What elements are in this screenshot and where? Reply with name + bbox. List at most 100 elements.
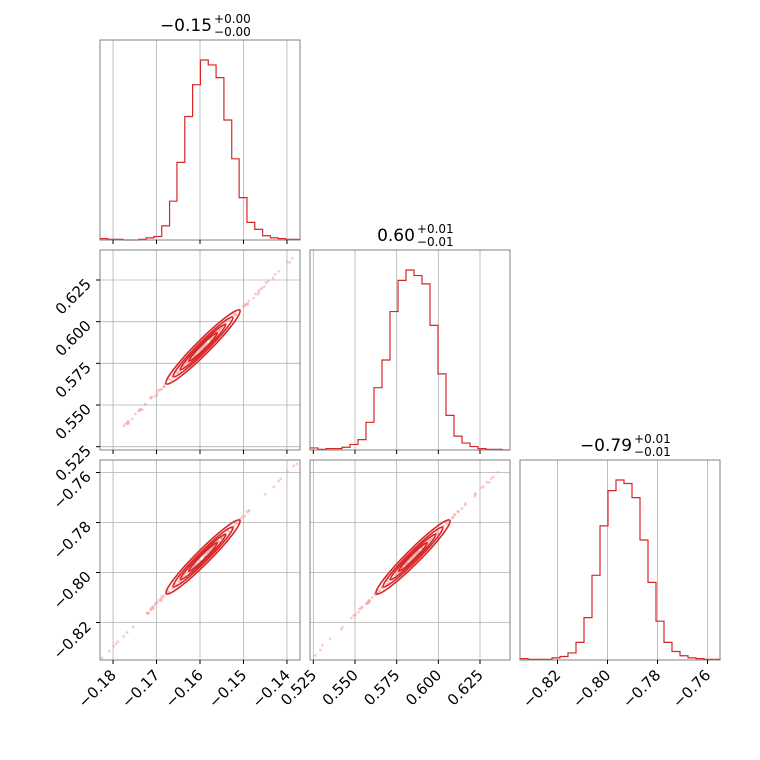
sample-point xyxy=(320,643,324,647)
sample-point xyxy=(138,408,142,412)
sample-point xyxy=(114,642,118,646)
density-contour xyxy=(397,541,429,573)
sample-point xyxy=(247,509,251,512)
density-contour xyxy=(375,519,451,595)
sample-point xyxy=(149,395,153,399)
sample-point xyxy=(159,598,163,602)
density-contour xyxy=(172,316,234,378)
sample-point xyxy=(489,477,493,481)
sample-point xyxy=(257,291,261,294)
sample-point xyxy=(272,485,276,489)
sample-point xyxy=(182,364,186,368)
sample-point xyxy=(285,260,289,264)
sample-point xyxy=(279,477,283,481)
x-tick-label: 0.625 xyxy=(444,666,487,709)
sample-point xyxy=(155,393,159,397)
sample-point xyxy=(262,285,266,288)
y-tick-label: 0.625 xyxy=(52,275,95,318)
sample-point xyxy=(277,479,280,483)
sample-point xyxy=(452,513,456,517)
sample-point xyxy=(463,503,467,507)
x-tick-label: −0.15 xyxy=(205,666,250,711)
y-tick-label: 0.600 xyxy=(52,317,95,360)
sample-point xyxy=(428,538,431,542)
sample-point xyxy=(173,583,177,586)
sample-point xyxy=(364,602,368,606)
sample-point xyxy=(358,607,362,611)
sample-point xyxy=(245,302,249,306)
panel-title-minus: −0.01 xyxy=(634,445,671,459)
sample-point xyxy=(176,370,179,374)
sample-point xyxy=(404,562,407,566)
sample-point xyxy=(263,493,267,496)
sample-point xyxy=(160,387,164,391)
sample-point xyxy=(430,536,434,540)
sample-point xyxy=(134,412,137,416)
sample-point xyxy=(155,601,159,604)
sample-point xyxy=(277,269,281,273)
density-contour xyxy=(382,526,444,588)
sample-point xyxy=(367,598,371,602)
x-tick-label: −0.78 xyxy=(619,666,664,711)
sample-point xyxy=(456,509,460,513)
x-tick-label: −0.17 xyxy=(118,666,163,711)
sample-point xyxy=(170,378,174,382)
sample-point xyxy=(260,286,264,290)
sample-point xyxy=(125,631,129,635)
density-contour xyxy=(389,533,437,581)
sample-point xyxy=(416,551,419,554)
panel-title-minus: −0.01 xyxy=(417,235,454,249)
sample-point xyxy=(328,637,332,641)
sample-point xyxy=(153,603,157,607)
sample-point xyxy=(487,480,491,484)
sample-point xyxy=(339,627,343,631)
sample-point xyxy=(227,319,230,322)
density-contour xyxy=(179,323,227,371)
sample-point xyxy=(271,276,275,280)
sample-point xyxy=(473,494,476,498)
histogram-line xyxy=(519,479,721,660)
sample-point xyxy=(204,343,207,347)
sample-point xyxy=(252,296,256,300)
sample-point xyxy=(170,587,174,591)
x-tick-label: 0.550 xyxy=(319,666,362,709)
y-tick-label: −0.78 xyxy=(50,518,95,563)
histogram-panel xyxy=(519,459,721,661)
panel-title-plus: +0.01 xyxy=(634,432,671,446)
sample-point xyxy=(485,480,489,484)
panel-title-plus: +0.01 xyxy=(417,222,454,236)
sample-point xyxy=(313,653,317,657)
x-tick-label: −0.82 xyxy=(519,666,564,711)
sample-point xyxy=(360,605,364,609)
sample-point xyxy=(394,573,398,576)
sample-point xyxy=(247,299,251,303)
x-tick-label: −0.18 xyxy=(75,666,120,711)
sample-point xyxy=(350,616,353,620)
sample-point xyxy=(273,272,277,276)
sample-point xyxy=(370,596,374,600)
y-tick-label: 0.550 xyxy=(52,400,95,443)
x-tick-label: −0.16 xyxy=(162,666,207,711)
panel-title: −0.15 xyxy=(160,16,212,36)
sample-point xyxy=(491,475,495,479)
sample-point xyxy=(100,656,104,660)
density-contour xyxy=(187,541,219,573)
sample-point xyxy=(112,644,115,648)
sample-point xyxy=(451,515,455,519)
sample-point xyxy=(147,611,151,615)
sample-point xyxy=(257,289,261,292)
sample-point xyxy=(444,522,448,526)
sample-point xyxy=(288,260,292,264)
sample-point xyxy=(482,485,485,489)
sample-point xyxy=(286,470,289,474)
sample-point xyxy=(126,419,130,423)
sample-point xyxy=(143,402,147,406)
sample-point xyxy=(155,390,159,394)
sample-point xyxy=(479,486,483,490)
sample-point xyxy=(356,610,360,614)
y-tick-label: 0.575 xyxy=(52,358,95,401)
sample-point xyxy=(131,625,135,629)
sample-point xyxy=(253,292,257,296)
x-tick-label: −0.76 xyxy=(669,666,714,711)
